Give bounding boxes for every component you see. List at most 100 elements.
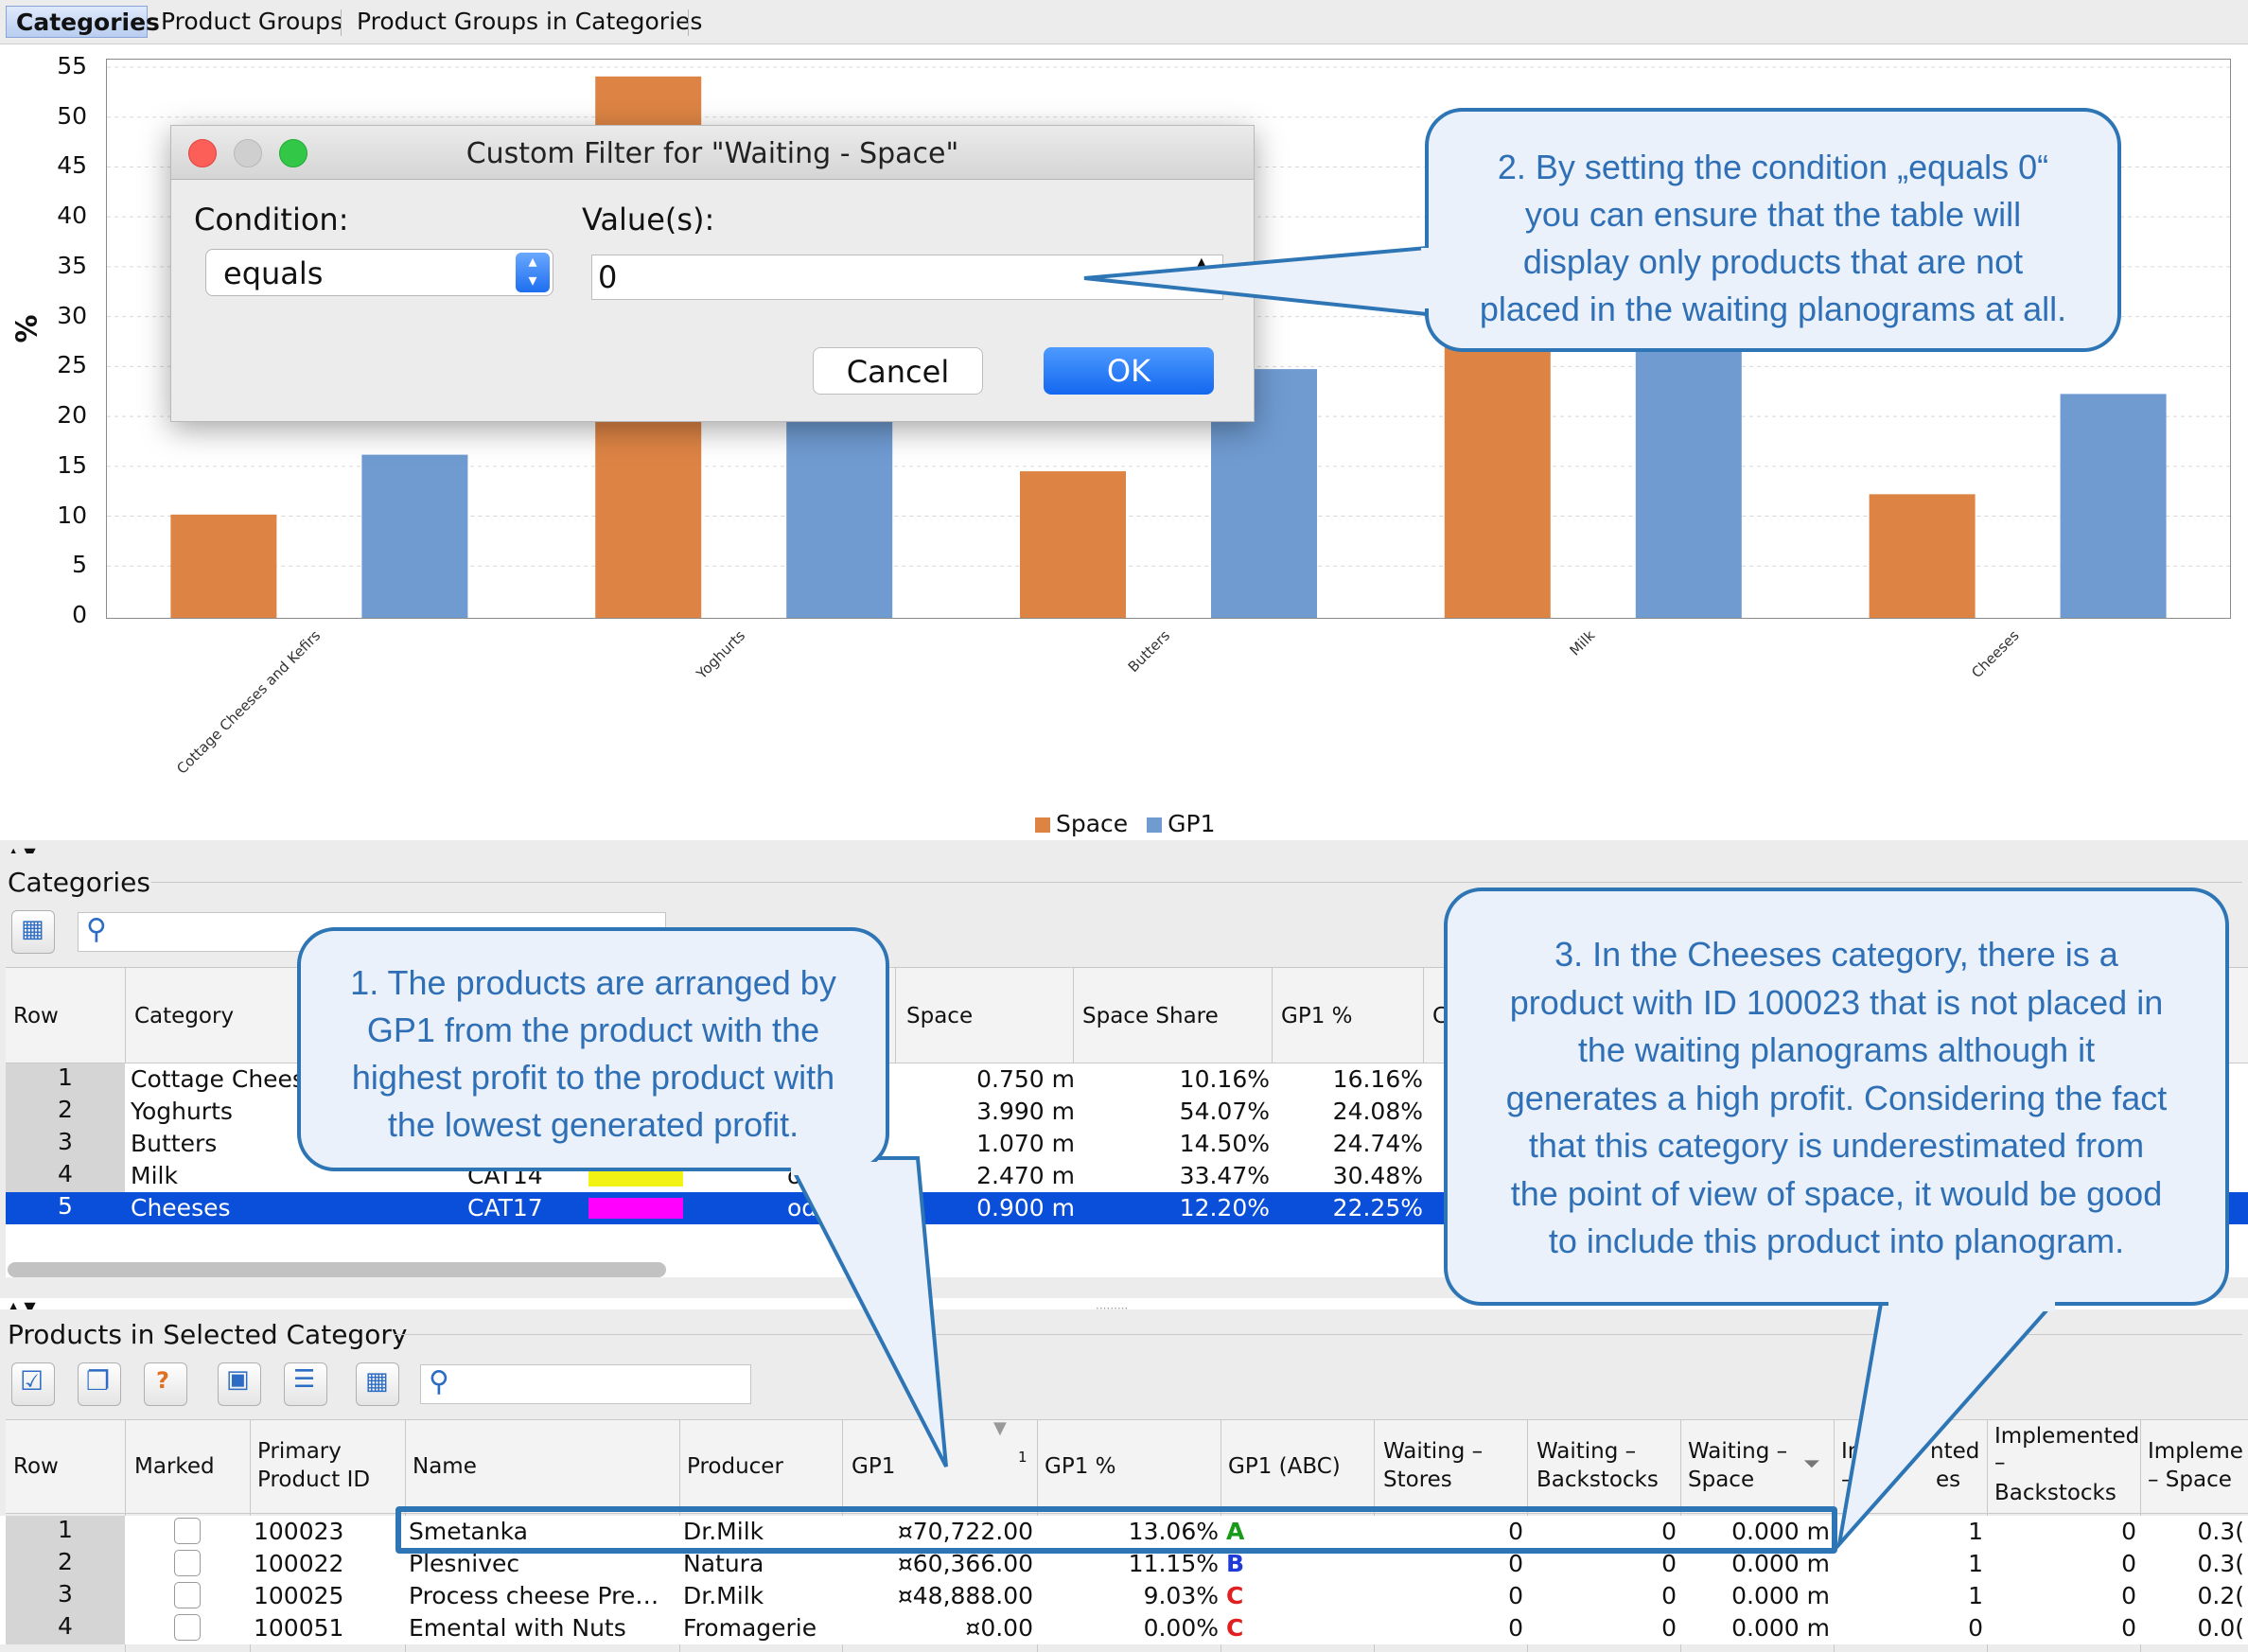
splitter[interactable] [0,840,2248,853]
product-gp1-abc: C [1226,1614,1244,1642]
product-implemented-stores: 1 [1968,1550,1983,1577]
list-icon[interactable]: ☰ [284,1362,327,1406]
bar-gp1-0 [361,454,468,618]
callout-1-line: 1. The products are arranged by [350,963,836,1002]
products-search-input[interactable]: ⚲ [420,1364,751,1404]
export-icon[interactable]: ▦ [11,910,55,954]
header-implemented-stores-4: es [1936,1467,1961,1492]
tab-product-groups-in-categories[interactable]: Product Groups in Categories [357,8,703,35]
product-waiting-backstocks: 0 [1661,1614,1677,1642]
marked-checkbox[interactable] [174,1550,201,1576]
bar-space-4 [1869,494,1976,618]
x-tick-label: Cheeses [1968,626,2023,682]
ok-button[interactable]: OK [1044,347,1214,395]
product-gp1-abc: B [1226,1550,1245,1577]
product-id: 100051 [254,1614,344,1642]
header-implemented-backstocks[interactable]: Implemented [1994,1424,2140,1449]
header-producer[interactable]: Producer [687,1454,783,1479]
product-row[interactable]: 4 100051 Emental with Nuts Fromagerie ¤0… [0,1612,2248,1644]
product-implemented-stores: 1 [1968,1582,1983,1609]
highlight-box [395,1506,1837,1554]
product-row[interactable]: 1 100023 Smetanka Dr.Milk ¤70,722.00 13.… [0,1516,2248,1548]
product-producer: Fromagerie [683,1614,817,1642]
product-row[interactable]: 2 100022 Plesnivec Natura ¤60,366.00 11.… [0,1548,2248,1580]
product-waiting-space: 0.000 m [1731,1582,1830,1609]
callout-3-line: the waiting planograms although it [1577,1030,2096,1069]
product-gp1-percent: 11.15% [1128,1550,1219,1577]
category-space: 2.470 m [976,1162,1075,1189]
product-name: Plesnivec [409,1550,520,1577]
category-name: Cheeses [131,1194,231,1221]
product-implemented-stores: 0 [1968,1614,1983,1642]
product-implemented-space: 0.0( [2197,1614,2244,1642]
header-waiting-backstocks[interactable]: Waiting – [1537,1439,1637,1464]
header-waiting-backstocks-2: Backstocks [1537,1467,1659,1492]
zoom-icon[interactable] [279,139,307,167]
product-implemented-space: 0.2( [2197,1582,2244,1609]
product-waiting-space: 0.000 m [1731,1614,1830,1642]
callout-3-pointer [1835,1291,2067,1551]
header-name[interactable]: Name [413,1454,477,1479]
header-gp1-percent[interactable]: GP1 % [1281,1004,1353,1028]
category-name: Milk [131,1162,178,1189]
filter-icon[interactable]: ⏷ [1803,1452,1820,1476]
header-row[interactable]: Row [13,1454,59,1479]
header-category[interactable]: Category [134,1004,235,1028]
header-implemented-stores-2: – [1841,1467,1853,1492]
search-icon: ⚲ [86,913,107,946]
marked-checkbox[interactable] [174,1518,201,1544]
product-gp1-percent: 9.03% [1143,1582,1219,1609]
header-implemented-space[interactable]: Impleme [2148,1439,2243,1464]
product-row[interactable]: 3 100025 Process cheese Pre… Dr.Milk ¤48… [0,1580,2248,1612]
condition-select[interactable]: equals ▴ ▾ [205,249,553,296]
callout-2-line: 2. By setting the condition „equals 0“ [1497,148,2049,186]
header-space-share[interactable]: Space Share [1082,1004,1219,1028]
products-panel-title: Products in Selected Category [8,1319,408,1350]
callout-1-line: the lowest generated profit. [387,1105,799,1144]
header-space[interactable]: Space [906,1004,974,1028]
product-implemented-backstocks: 0 [2121,1614,2136,1642]
callout-2-line: you can ensure that the table will [1524,195,2022,234]
header-gp1-percent[interactable]: GP1 % [1045,1454,1116,1479]
marked-checkbox[interactable] [174,1614,201,1641]
header-primary[interactable]: Primary [257,1439,342,1464]
export-icon[interactable]: ▦ [356,1362,399,1406]
category-name: Cottage Chees [131,1065,301,1093]
dialog-title: Custom Filter for "Waiting - Space" [465,137,959,170]
minimize-icon[interactable] [234,139,262,167]
header-row[interactable]: Row [13,1004,59,1028]
header-waiting-space[interactable]: Waiting – [1688,1439,1788,1464]
callout-1: 1. The products are arranged by GP1 from… [297,927,889,1171]
search-icon: ⚲ [429,1365,449,1398]
copy-icon[interactable]: ❐ [78,1362,121,1406]
y-tick-label: 55 [57,52,87,79]
image-icon[interactable]: ▣ [218,1362,261,1406]
tab-categories[interactable]: Categories [6,6,160,38]
sort-descending-icon[interactable]: ▼ [993,1418,1007,1438]
header-implemented-backstocks-3: Backstocks [1994,1481,2116,1505]
callout-1-line: GP1 from the product with the [366,1011,820,1049]
category-space: 1.070 m [976,1130,1075,1157]
mark-all-icon[interactable]: ☑ [11,1362,55,1406]
callout-3-line: the point of view of space, it would be … [1510,1173,2163,1213]
legend-swatch-gp1 [1147,817,1163,833]
header-product-id[interactable]: Product ID [257,1467,371,1492]
category-code: CAT17 [467,1194,543,1221]
cancel-button[interactable]: Cancel [813,347,983,395]
sort-index: 1 [1018,1449,1027,1466]
help-icon[interactable]: ? [144,1362,187,1406]
product-implemented-stores: 1 [1968,1518,1983,1545]
header-marked[interactable]: Marked [134,1454,215,1479]
callout-3-line: that this category is underestimated fro… [1528,1126,2145,1165]
marked-checkbox[interactable] [174,1582,201,1608]
callout-3-line: to include this product into planogram. [1548,1221,2125,1260]
horizontal-scrollbar[interactable] [8,1262,666,1277]
tab-product-groups[interactable]: Product Groups [161,8,343,35]
header-waiting-stores[interactable]: Waiting – [1383,1439,1484,1464]
header-gp1-abc[interactable]: GP1 (ABC) [1228,1454,1341,1479]
header-gp1[interactable]: GP1 [852,1454,896,1479]
row-number: 3 [6,1580,125,1612]
product-waiting-stores: 0 [1508,1582,1523,1609]
condition-label: Condition: [194,202,349,237]
close-icon[interactable] [188,139,217,167]
